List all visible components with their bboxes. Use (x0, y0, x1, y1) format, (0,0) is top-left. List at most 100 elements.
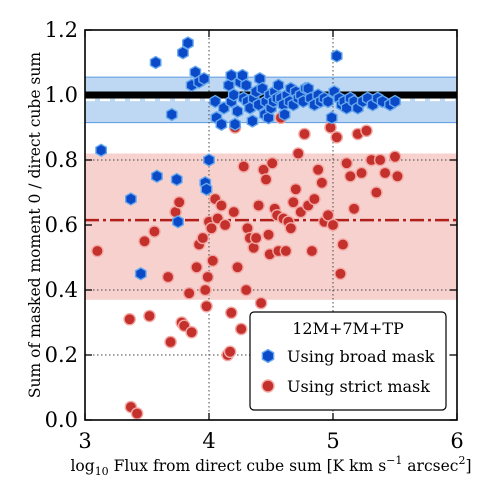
strict-point (262, 228, 275, 242)
axis-ticks (84, 29, 458, 421)
y-tick-label: 0.6 (45, 213, 78, 237)
broad-point (95, 143, 108, 158)
strict-point (123, 312, 136, 326)
y-tick-label: 0.0 (45, 408, 78, 432)
strict-point (347, 202, 361, 216)
broad-point (124, 192, 137, 206)
y-tick-label: 1.0 (45, 83, 78, 107)
legend-label-broad: Using broad mask (287, 347, 435, 366)
broad-point (325, 110, 338, 125)
broad-point (170, 172, 183, 187)
broad-point (330, 49, 343, 63)
x-tick-label: 3 (78, 429, 91, 453)
strict-point (161, 270, 175, 284)
strict-point (355, 166, 368, 180)
strict-point (237, 160, 251, 173)
broad-point (227, 88, 240, 102)
x-axis-label: log10 Flux from direct cube sum [K km s−… (70, 454, 471, 478)
strict-point (143, 309, 156, 323)
strict-point (205, 221, 218, 235)
strict-point (334, 267, 347, 281)
strict-point (370, 186, 383, 199)
strict-point (326, 218, 340, 232)
broad-point (177, 45, 189, 60)
broad-point (240, 78, 253, 93)
broad-point (225, 68, 238, 83)
strict-point (185, 325, 198, 339)
strict-point (223, 345, 237, 359)
strict-point (289, 182, 303, 196)
strict-point (344, 169, 357, 183)
strict-point (227, 205, 241, 219)
strict-point (259, 173, 273, 186)
x-label-superscript-2: 2 (458, 454, 465, 467)
strict-point (182, 286, 196, 300)
strict-point (315, 176, 329, 190)
broad-point (389, 94, 401, 109)
y-tick-label: 0.2 (45, 343, 78, 367)
broad-point (272, 78, 285, 93)
broad-mask-points (95, 36, 401, 281)
strict-point (265, 156, 279, 170)
y-tick-label: 0.8 (45, 148, 78, 172)
strict-point (298, 127, 311, 141)
strict-point (218, 218, 232, 232)
strict-point (254, 296, 268, 310)
strict-point (336, 238, 350, 251)
legend-hexagon-marker (261, 348, 275, 364)
strict-point (311, 163, 325, 177)
strict-point (196, 231, 210, 245)
strict-point (138, 234, 151, 248)
strict-point (172, 195, 186, 209)
broad-point (278, 107, 291, 122)
strict-point (130, 407, 144, 420)
strict-point (388, 150, 402, 164)
legend: 12M+7M+TP Using broad mask Using strict … (249, 311, 447, 411)
legend-title: 12M+7M+TP (292, 319, 404, 338)
broad-point (198, 71, 210, 86)
strict-point (305, 244, 319, 258)
strict-point (284, 221, 298, 235)
broad-point (231, 104, 244, 119)
strict-point (164, 335, 177, 349)
strict-point (360, 124, 373, 138)
strict-point (378, 166, 392, 180)
strict-point (391, 169, 404, 183)
x-label-end: ] (465, 457, 471, 475)
broad-point (209, 94, 222, 109)
broad-point (149, 55, 162, 70)
strict-point (249, 231, 263, 245)
strict-point (321, 208, 335, 222)
broad-point (262, 110, 275, 125)
strict-point (148, 225, 161, 238)
strict-point (287, 195, 300, 209)
strict-point (308, 192, 321, 206)
strict-point (206, 254, 220, 268)
strict-point (215, 199, 228, 212)
broad-point (172, 214, 184, 229)
x-label-subscript: 10 (95, 465, 109, 478)
strict-point (291, 147, 305, 160)
broad-point (151, 169, 163, 184)
broad-point (246, 114, 259, 128)
strict-point (239, 283, 253, 297)
x-label-main: Flux from direct cube sum [K km s (109, 457, 387, 475)
strict-point (234, 322, 248, 336)
x-label-log: log (70, 457, 94, 475)
y-tick-label: 1.2 (45, 18, 78, 42)
x-tick-label: 4 (202, 429, 215, 453)
broad-point (215, 117, 228, 132)
x-label-superscript-1: −1 (386, 454, 402, 467)
strict-point (91, 244, 104, 258)
strict-point (279, 244, 293, 258)
broad-point (134, 266, 147, 281)
strict-mask-points (91, 111, 404, 420)
strict-point (225, 306, 238, 320)
strict-point (190, 260, 203, 274)
broad-point (203, 153, 215, 167)
y-tick-label: 0.4 (45, 278, 78, 302)
strict-point (198, 283, 212, 297)
legend-label-strict: Using strict mask (287, 377, 430, 396)
strict-point (373, 153, 387, 167)
